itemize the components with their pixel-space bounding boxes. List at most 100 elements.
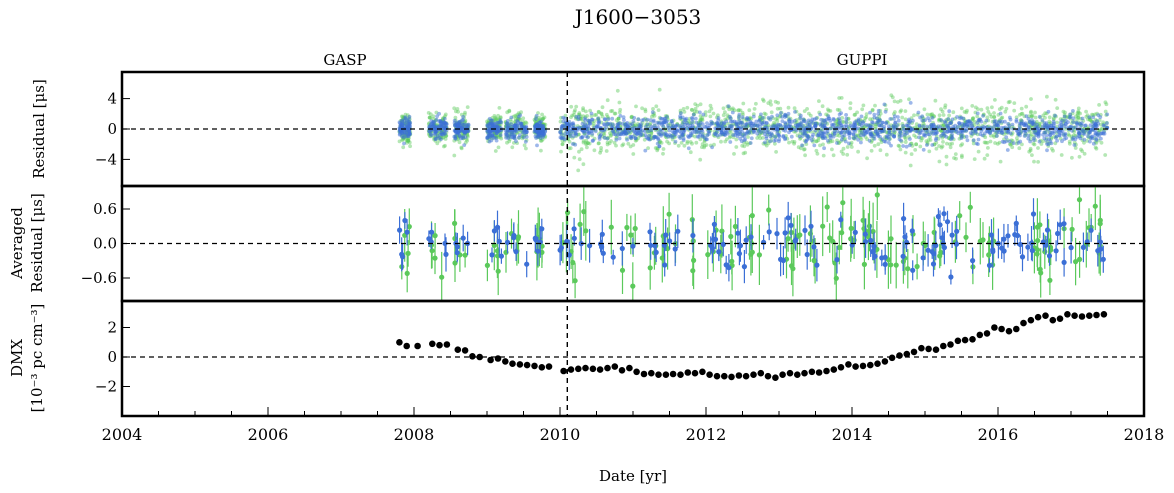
residual-point [828, 109, 833, 113]
residual-point [870, 120, 874, 124]
residual-point [463, 122, 467, 127]
residual-point [514, 126, 518, 131]
residual-point [1033, 110, 1037, 115]
residual-point [927, 118, 932, 123]
residual-point [634, 104, 638, 109]
residual-point [781, 134, 786, 138]
averaged-point [941, 211, 947, 217]
residual-point [510, 135, 515, 140]
residual-point [496, 145, 501, 150]
dmx-point [925, 345, 932, 353]
residual-point [698, 157, 703, 162]
residual-point [441, 123, 446, 128]
residual-point [947, 109, 952, 114]
residual-point [903, 117, 908, 122]
residual-point [1079, 121, 1084, 126]
residual-point [962, 110, 967, 114]
residual-point [506, 136, 511, 141]
residual-point [892, 99, 897, 104]
averaged-point [1069, 226, 1075, 232]
averaged-point [811, 244, 817, 250]
residual-point [1004, 135, 1009, 140]
averaged-point [1055, 230, 1061, 237]
residual-point [400, 118, 404, 123]
residual-point [837, 96, 842, 100]
averaged-point [632, 225, 638, 232]
residual-point [992, 115, 997, 119]
residual-point [975, 111, 980, 116]
residual-point [986, 109, 991, 114]
residual-point [661, 151, 665, 156]
residual-point [899, 138, 903, 143]
residual-point [939, 118, 944, 122]
residual-point [690, 108, 694, 112]
dmx-point [728, 373, 735, 381]
residual-point [443, 143, 447, 148]
residual-point [457, 140, 462, 145]
residual-point [649, 128, 654, 133]
y-tick-label: −0.6 [81, 269, 117, 287]
averaged-point [511, 232, 517, 239]
residual-point [951, 110, 956, 115]
dmx-point [721, 372, 728, 380]
residual-point [898, 130, 903, 135]
residual-point [704, 137, 708, 142]
residual-point [597, 135, 602, 140]
residual-point [728, 134, 733, 139]
residual-point [581, 106, 585, 111]
residual-point [405, 138, 410, 143]
residual-point [927, 149, 932, 154]
dmx-point [954, 337, 962, 345]
residual-point [1032, 122, 1036, 127]
residual-point [971, 141, 976, 146]
residual-point [441, 120, 446, 124]
averaged-point [443, 251, 449, 257]
averaged-point [675, 228, 681, 234]
residual-point [803, 131, 807, 136]
residual-point [904, 144, 909, 149]
residual-point [573, 142, 578, 147]
residual-point [868, 123, 872, 128]
residual-point [455, 107, 460, 111]
residual-point [616, 129, 620, 134]
residual-point [959, 115, 964, 120]
residual-point [406, 138, 411, 143]
residual-point [870, 108, 875, 113]
residual-point [568, 146, 573, 151]
residual-point [890, 95, 895, 100]
averaged-point [619, 267, 626, 273]
residual-point [985, 115, 990, 120]
y-tick-label: 2 [107, 319, 117, 337]
averaged-point [766, 229, 772, 235]
averaged-point [489, 252, 495, 258]
dmx-point [1100, 311, 1108, 318]
residual-point [524, 121, 529, 125]
residual-point [941, 113, 946, 117]
residual-point [430, 120, 435, 125]
dmx-point [969, 336, 976, 343]
residual-point [758, 136, 763, 141]
residual-point [1028, 148, 1033, 153]
residual-point [595, 124, 599, 128]
residual-point [426, 111, 431, 115]
residual-point [1051, 148, 1055, 153]
residual-point [928, 112, 933, 117]
residual-point [940, 109, 945, 114]
residual-point [907, 97, 911, 102]
residual-point [690, 141, 694, 146]
residual-point [859, 114, 864, 119]
residual-point [847, 136, 852, 140]
residual-point [489, 138, 494, 143]
residual-point [1105, 121, 1109, 126]
residual-point [988, 139, 993, 144]
residual-point [685, 141, 690, 146]
residual-point [868, 117, 872, 122]
residual-point [562, 137, 567, 142]
residual-point [1061, 109, 1066, 114]
residual-point [403, 115, 408, 120]
residual-point [631, 143, 636, 147]
residual-point [646, 146, 650, 151]
residual-point [499, 120, 504, 125]
residual-point [1046, 109, 1051, 114]
residual-point [617, 136, 622, 141]
